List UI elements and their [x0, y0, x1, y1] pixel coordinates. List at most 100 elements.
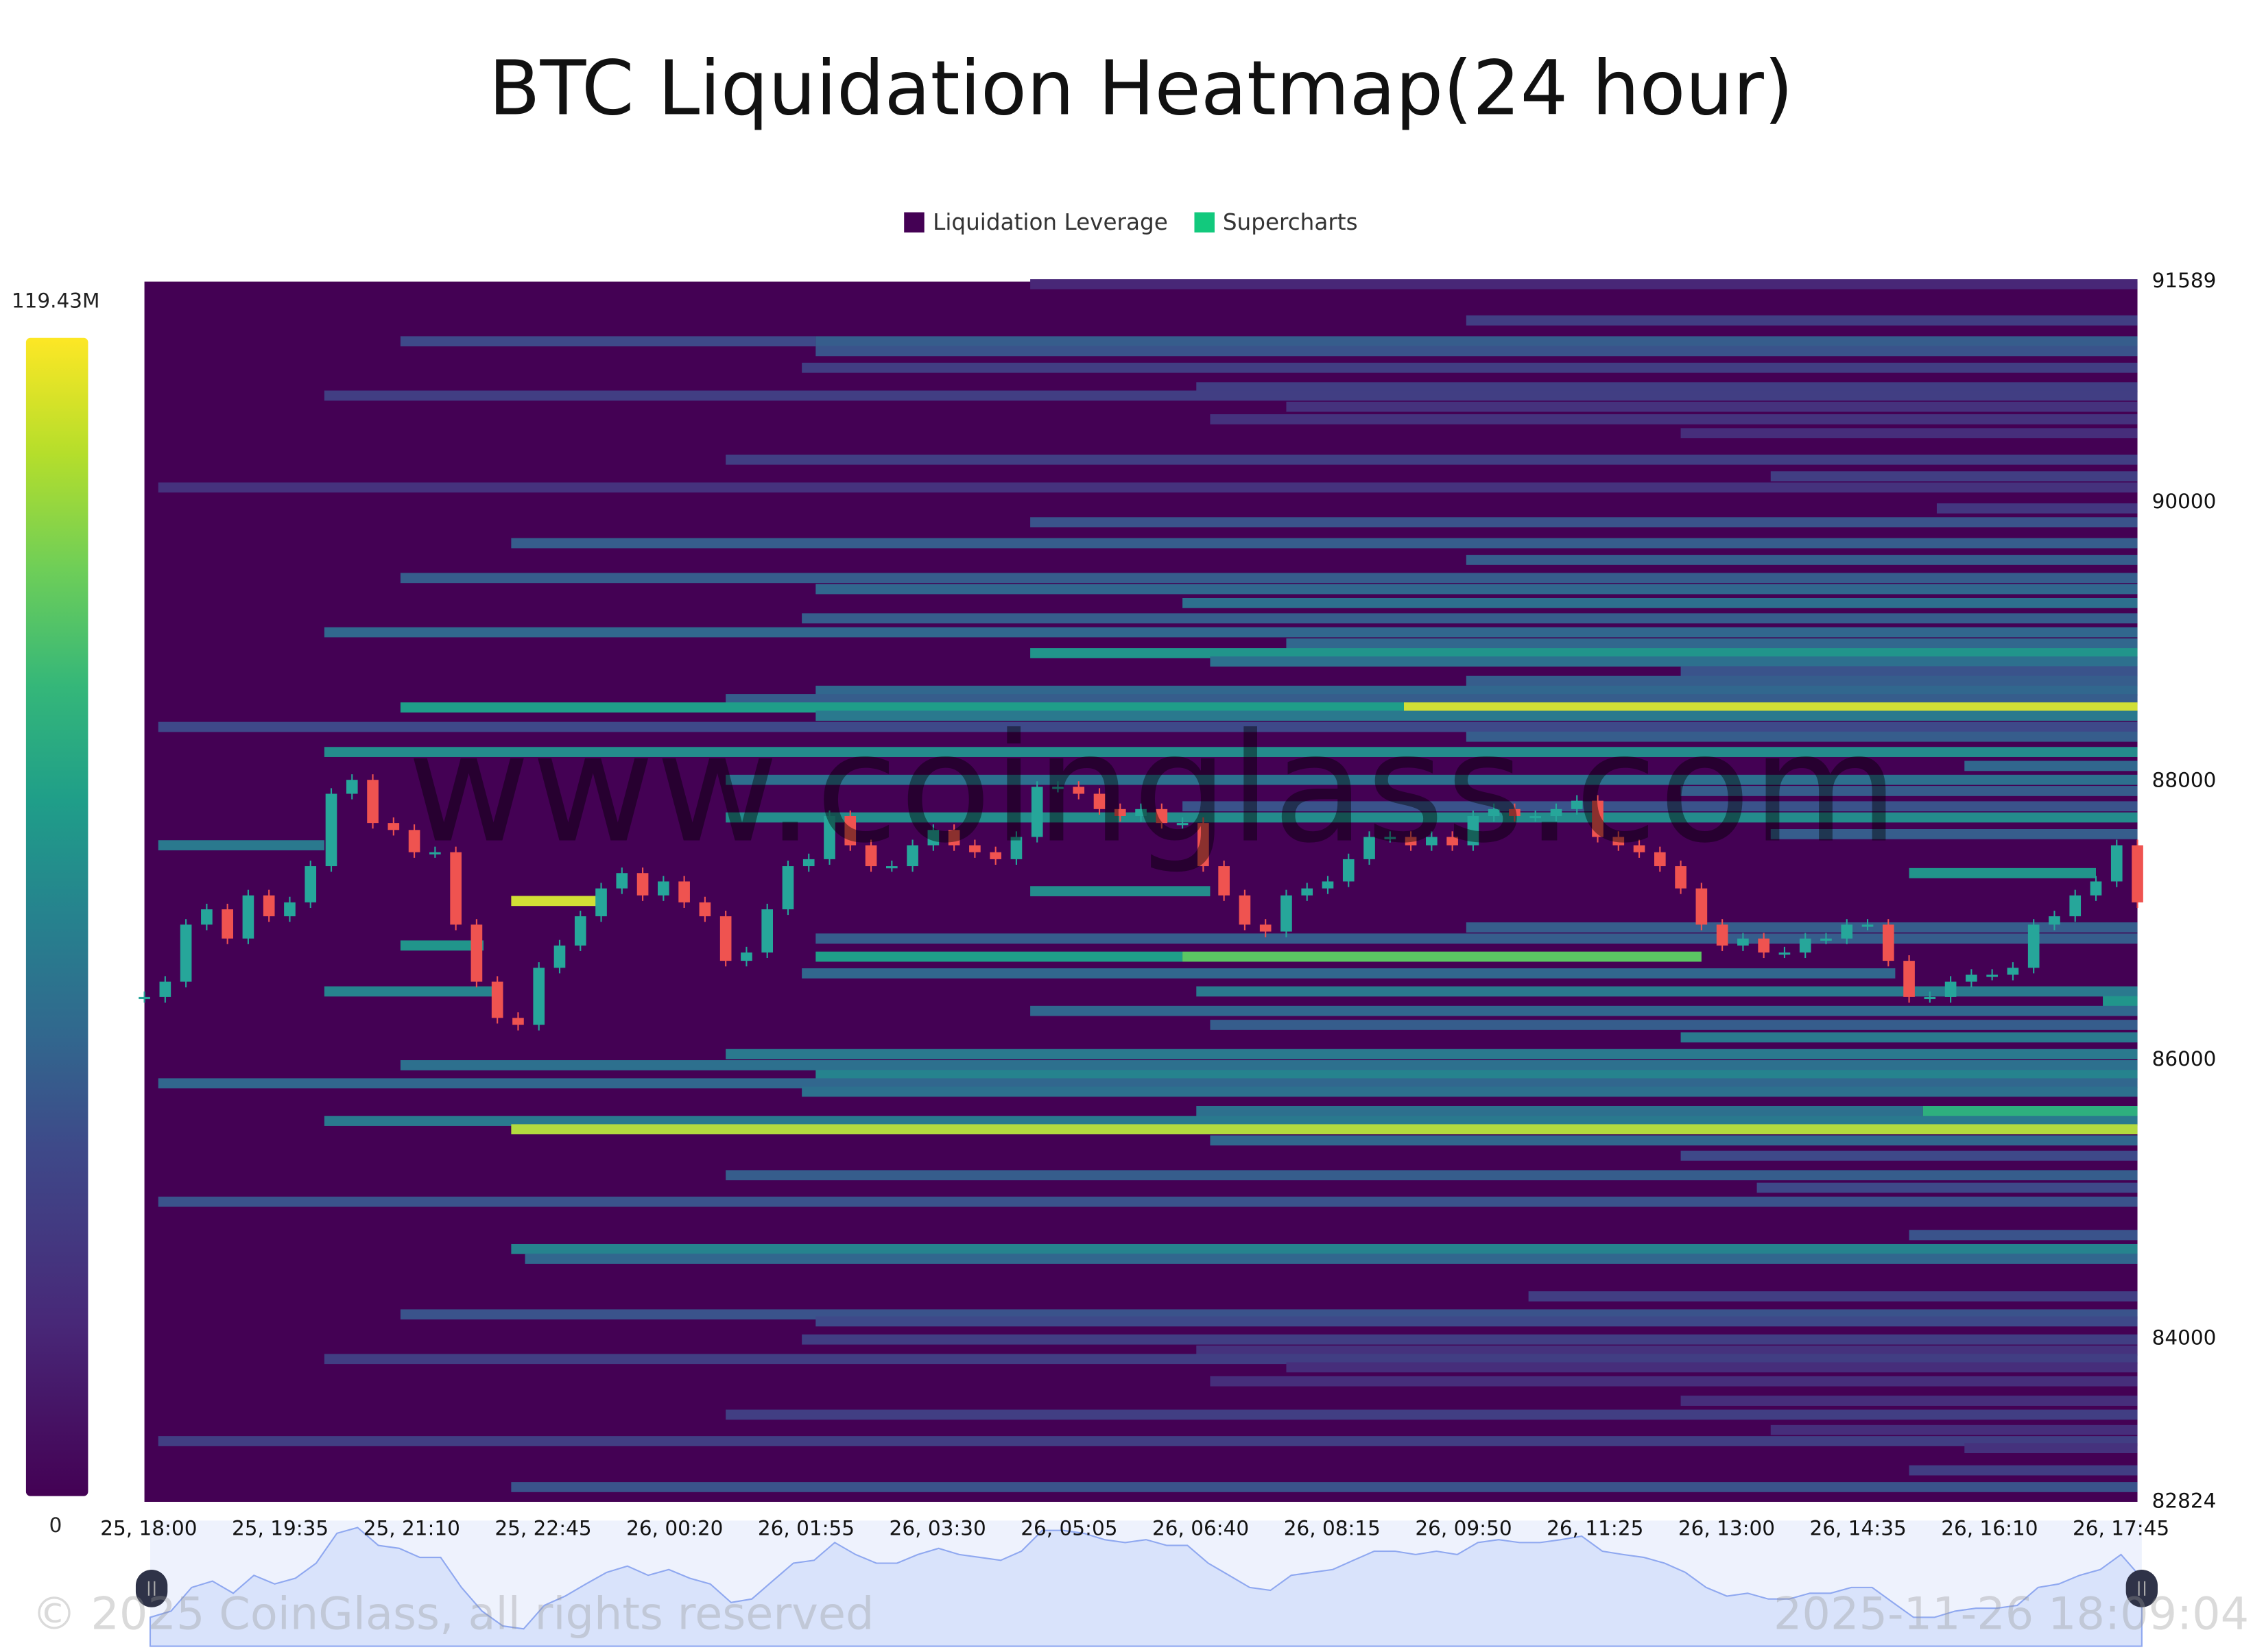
candle-body: [450, 852, 462, 925]
colorbar: [25, 337, 88, 1496]
candle-body: [1509, 809, 1521, 816]
heatmap-band: [158, 1196, 2138, 1207]
candle-body: [719, 916, 732, 961]
candle-body: [948, 830, 960, 846]
heatmap-band: [2103, 996, 2138, 1007]
candle-body: [595, 888, 607, 917]
y-tick-label: 82824: [2151, 1490, 2217, 1513]
heatmap-band: [1196, 382, 2138, 393]
y-tick-label: 91589: [2151, 270, 2217, 294]
candle-body: [802, 859, 815, 867]
candle-body: [139, 996, 150, 1000]
heatmap-band: [158, 721, 2138, 732]
heatmap-band: [400, 1060, 2138, 1070]
heatmap-band: [1680, 1032, 2138, 1043]
candle-body: [699, 902, 711, 917]
candle-body: [1529, 815, 1542, 819]
candle-body: [222, 909, 233, 939]
candle-body: [2069, 895, 2082, 917]
heatmap-band: [1770, 828, 2138, 839]
heatmap-band: [1030, 886, 1211, 896]
candle-body: [1010, 837, 1023, 859]
navigator-area: [149, 1527, 2143, 1647]
candle-body: [1363, 837, 1375, 859]
heatmap-band: [815, 710, 2138, 721]
legend-item-liquidation-leverage[interactable]: Liquidation Leverage: [904, 209, 1168, 235]
candle-body: [1986, 974, 1998, 977]
colorbar-max-label: 119.43M: [11, 290, 100, 313]
heatmap-band: [158, 1078, 2138, 1089]
candle-body: [533, 968, 545, 1025]
chart-title: BTC Liquidation Heatmap(24 hour): [488, 46, 1793, 133]
candle-body: [242, 895, 254, 939]
heatmap-band: [726, 812, 2138, 823]
heatmap-band: [1466, 675, 2138, 686]
heatmap-band: [1770, 471, 2138, 482]
heatmap-band: [1030, 517, 2138, 527]
heatmap-band: [158, 1436, 2138, 1446]
candle-body: [782, 866, 794, 909]
candle-body: [1654, 852, 1666, 867]
heatmap-band: [511, 1124, 2138, 1135]
x-tick-label: 26, 08:15: [1283, 1518, 1381, 1541]
heatmap-band: [1466, 315, 2138, 326]
heatmap-band: [815, 346, 2138, 357]
heatmap-band: [1182, 951, 1702, 962]
heatmap-band: [324, 1116, 2138, 1126]
candle-body: [180, 924, 192, 982]
candle-body: [1571, 800, 1583, 809]
candle-body: [2110, 845, 2123, 882]
candle-body: [1426, 837, 1438, 846]
legend-swatch: [1193, 212, 1215, 233]
candle-body: [491, 981, 503, 1018]
candle-body: [1342, 859, 1355, 882]
heatmap-band: [815, 933, 2138, 944]
heatmap-band: [1196, 1345, 2138, 1356]
heatmap-band: [511, 538, 2138, 549]
legend-item-supercharts[interactable]: Supercharts: [1193, 209, 1358, 235]
heatmap-band: [1922, 1105, 2138, 1116]
heatmap-band: [726, 454, 2138, 465]
navigator-left-handle[interactable]: [135, 1569, 168, 1607]
candle-body: [159, 981, 171, 997]
heatmap-band: [815, 685, 2138, 696]
heatmap-band: [324, 390, 2138, 401]
candle-body: [885, 866, 898, 869]
candle-body: [1384, 837, 1396, 839]
heatmap-band: [1286, 638, 2138, 649]
heatmap-band: [1210, 414, 2138, 424]
heatmap-band: [1964, 1443, 2138, 1454]
navigator-right-handle[interactable]: [2125, 1569, 2158, 1607]
candle-body: [678, 881, 690, 902]
candle-body: [1093, 793, 1106, 809]
heatmap-band: [1909, 1465, 2138, 1476]
x-tick-label: 26, 01:55: [757, 1518, 855, 1541]
heatmap-band: [1196, 1105, 1923, 1116]
heatmap-band: [1936, 503, 2138, 514]
heatmap-band: [1909, 867, 2096, 878]
x-tick-label: 25, 21:10: [363, 1518, 460, 1541]
candle-body: [1758, 938, 1769, 953]
x-tick-label: 26, 09:50: [1415, 1518, 1512, 1541]
legend-label: Liquidation Leverage: [933, 209, 1168, 236]
candle-body: [1259, 924, 1272, 932]
heatmap-band: [802, 1334, 2138, 1345]
x-tick-label: 26, 05:05: [1021, 1518, 1118, 1541]
heatmap-band: [400, 336, 816, 347]
candle-body: [2007, 968, 2019, 975]
candle-body: [1612, 837, 1625, 846]
x-tick-label: 26, 14:35: [1809, 1518, 1907, 1541]
candle-body: [1114, 809, 1126, 816]
candle-body: [284, 902, 296, 917]
candle-body: [1197, 823, 1209, 867]
heatmap-band: [511, 1482, 2138, 1492]
colorbar-min-label: 0: [49, 1514, 62, 1538]
candle-body: [741, 952, 752, 961]
candle-body: [574, 916, 586, 946]
heatmap-band: [1182, 801, 2138, 812]
candle-body: [1446, 837, 1458, 846]
heatmap-band: [1210, 656, 2138, 667]
candle-body: [1675, 866, 1686, 889]
candle-body: [1156, 809, 1168, 824]
candle-body: [1467, 815, 1479, 846]
